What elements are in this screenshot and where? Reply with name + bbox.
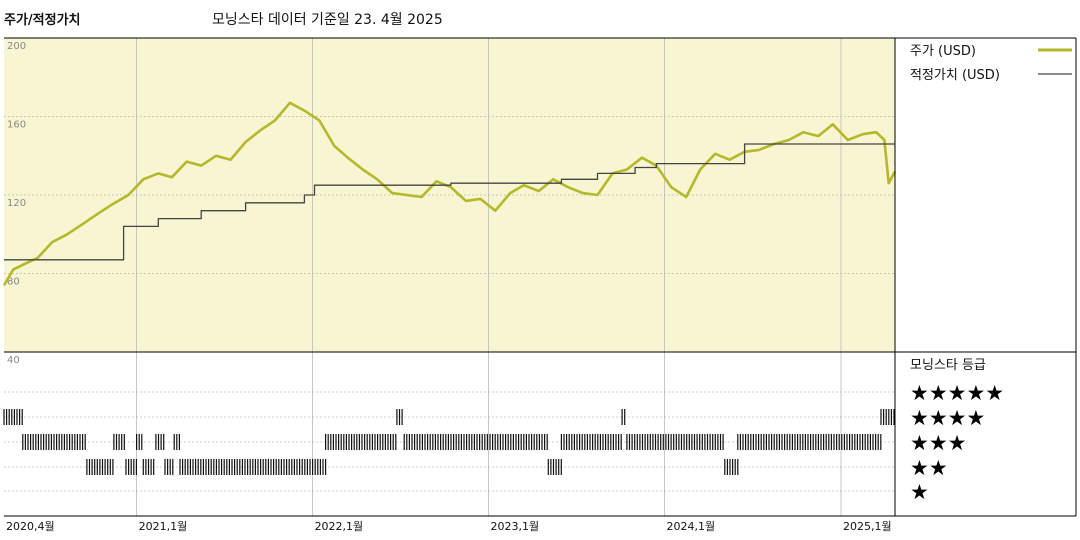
x-tick-label: 2021,1월 [139, 520, 188, 533]
legend-fair-value-label: 적정가치 (USD) [910, 68, 1000, 83]
rating-segment-3-star [626, 434, 724, 450]
price-series-line [2, 101, 897, 286]
chart-title: 주가/적정가치 [4, 13, 81, 28]
rating-panel-title: 모닝스타 등급 [910, 358, 986, 373]
x-tick-label: 2025,1월 [843, 520, 892, 533]
rating-segment-4-star [396, 409, 403, 425]
rating-segment-3-star [155, 434, 165, 450]
x-tick-label: 2023,1월 [491, 520, 540, 533]
rating-segment-2-star [547, 459, 562, 475]
rating-segment-3-star [560, 434, 622, 450]
rating-level-1-star: ★ [910, 480, 929, 504]
rating-segment-3-star [737, 434, 882, 450]
x-tick-label: 2020,4월 [6, 520, 55, 533]
rating-segment-3-star [113, 434, 125, 450]
rating-segment-3-star [22, 434, 86, 450]
rating-segment-2-star [142, 459, 155, 475]
rating-segment-3-star [173, 434, 180, 450]
rating-level-5-star: ★★★★★ [910, 381, 1004, 405]
rating-segment-3-star [136, 434, 143, 450]
rating-segment-4-star [3, 409, 23, 425]
fair-value-series-line [4, 143, 895, 261]
rating-segment-2-star [179, 459, 327, 475]
y-tick-label: 80 [7, 277, 20, 288]
rating-segment-4-star [880, 409, 895, 425]
y-tick-label: 120 [7, 198, 26, 209]
x-tick-label: 2024,1월 [667, 520, 716, 533]
y-tick-label: 40 [7, 355, 20, 366]
rating-segment-2-star [125, 459, 137, 475]
x-tick-label: 2022,1월 [315, 520, 364, 533]
rating-segment-2-star [164, 459, 174, 475]
rating-segment-2-star [724, 459, 739, 475]
y-tick-label: 200 [7, 41, 26, 52]
rating-level-4-star: ★★★★ [910, 406, 985, 430]
y-tick-label: 160 [7, 120, 26, 131]
rating-segment-3-star [325, 434, 397, 450]
rating-level-3-star: ★★★ [910, 431, 966, 455]
rating-level-2-star: ★★ [910, 456, 948, 480]
rating-segment-4-star [621, 409, 626, 425]
rating-segment-2-star [86, 459, 114, 475]
data-date-subtitle: 모닝스타 데이터 기준일 23. 4월 2025 [212, 12, 443, 28]
rating-segment-3-star [403, 434, 548, 450]
legend-price-label: 주가 (USD) [910, 44, 976, 59]
